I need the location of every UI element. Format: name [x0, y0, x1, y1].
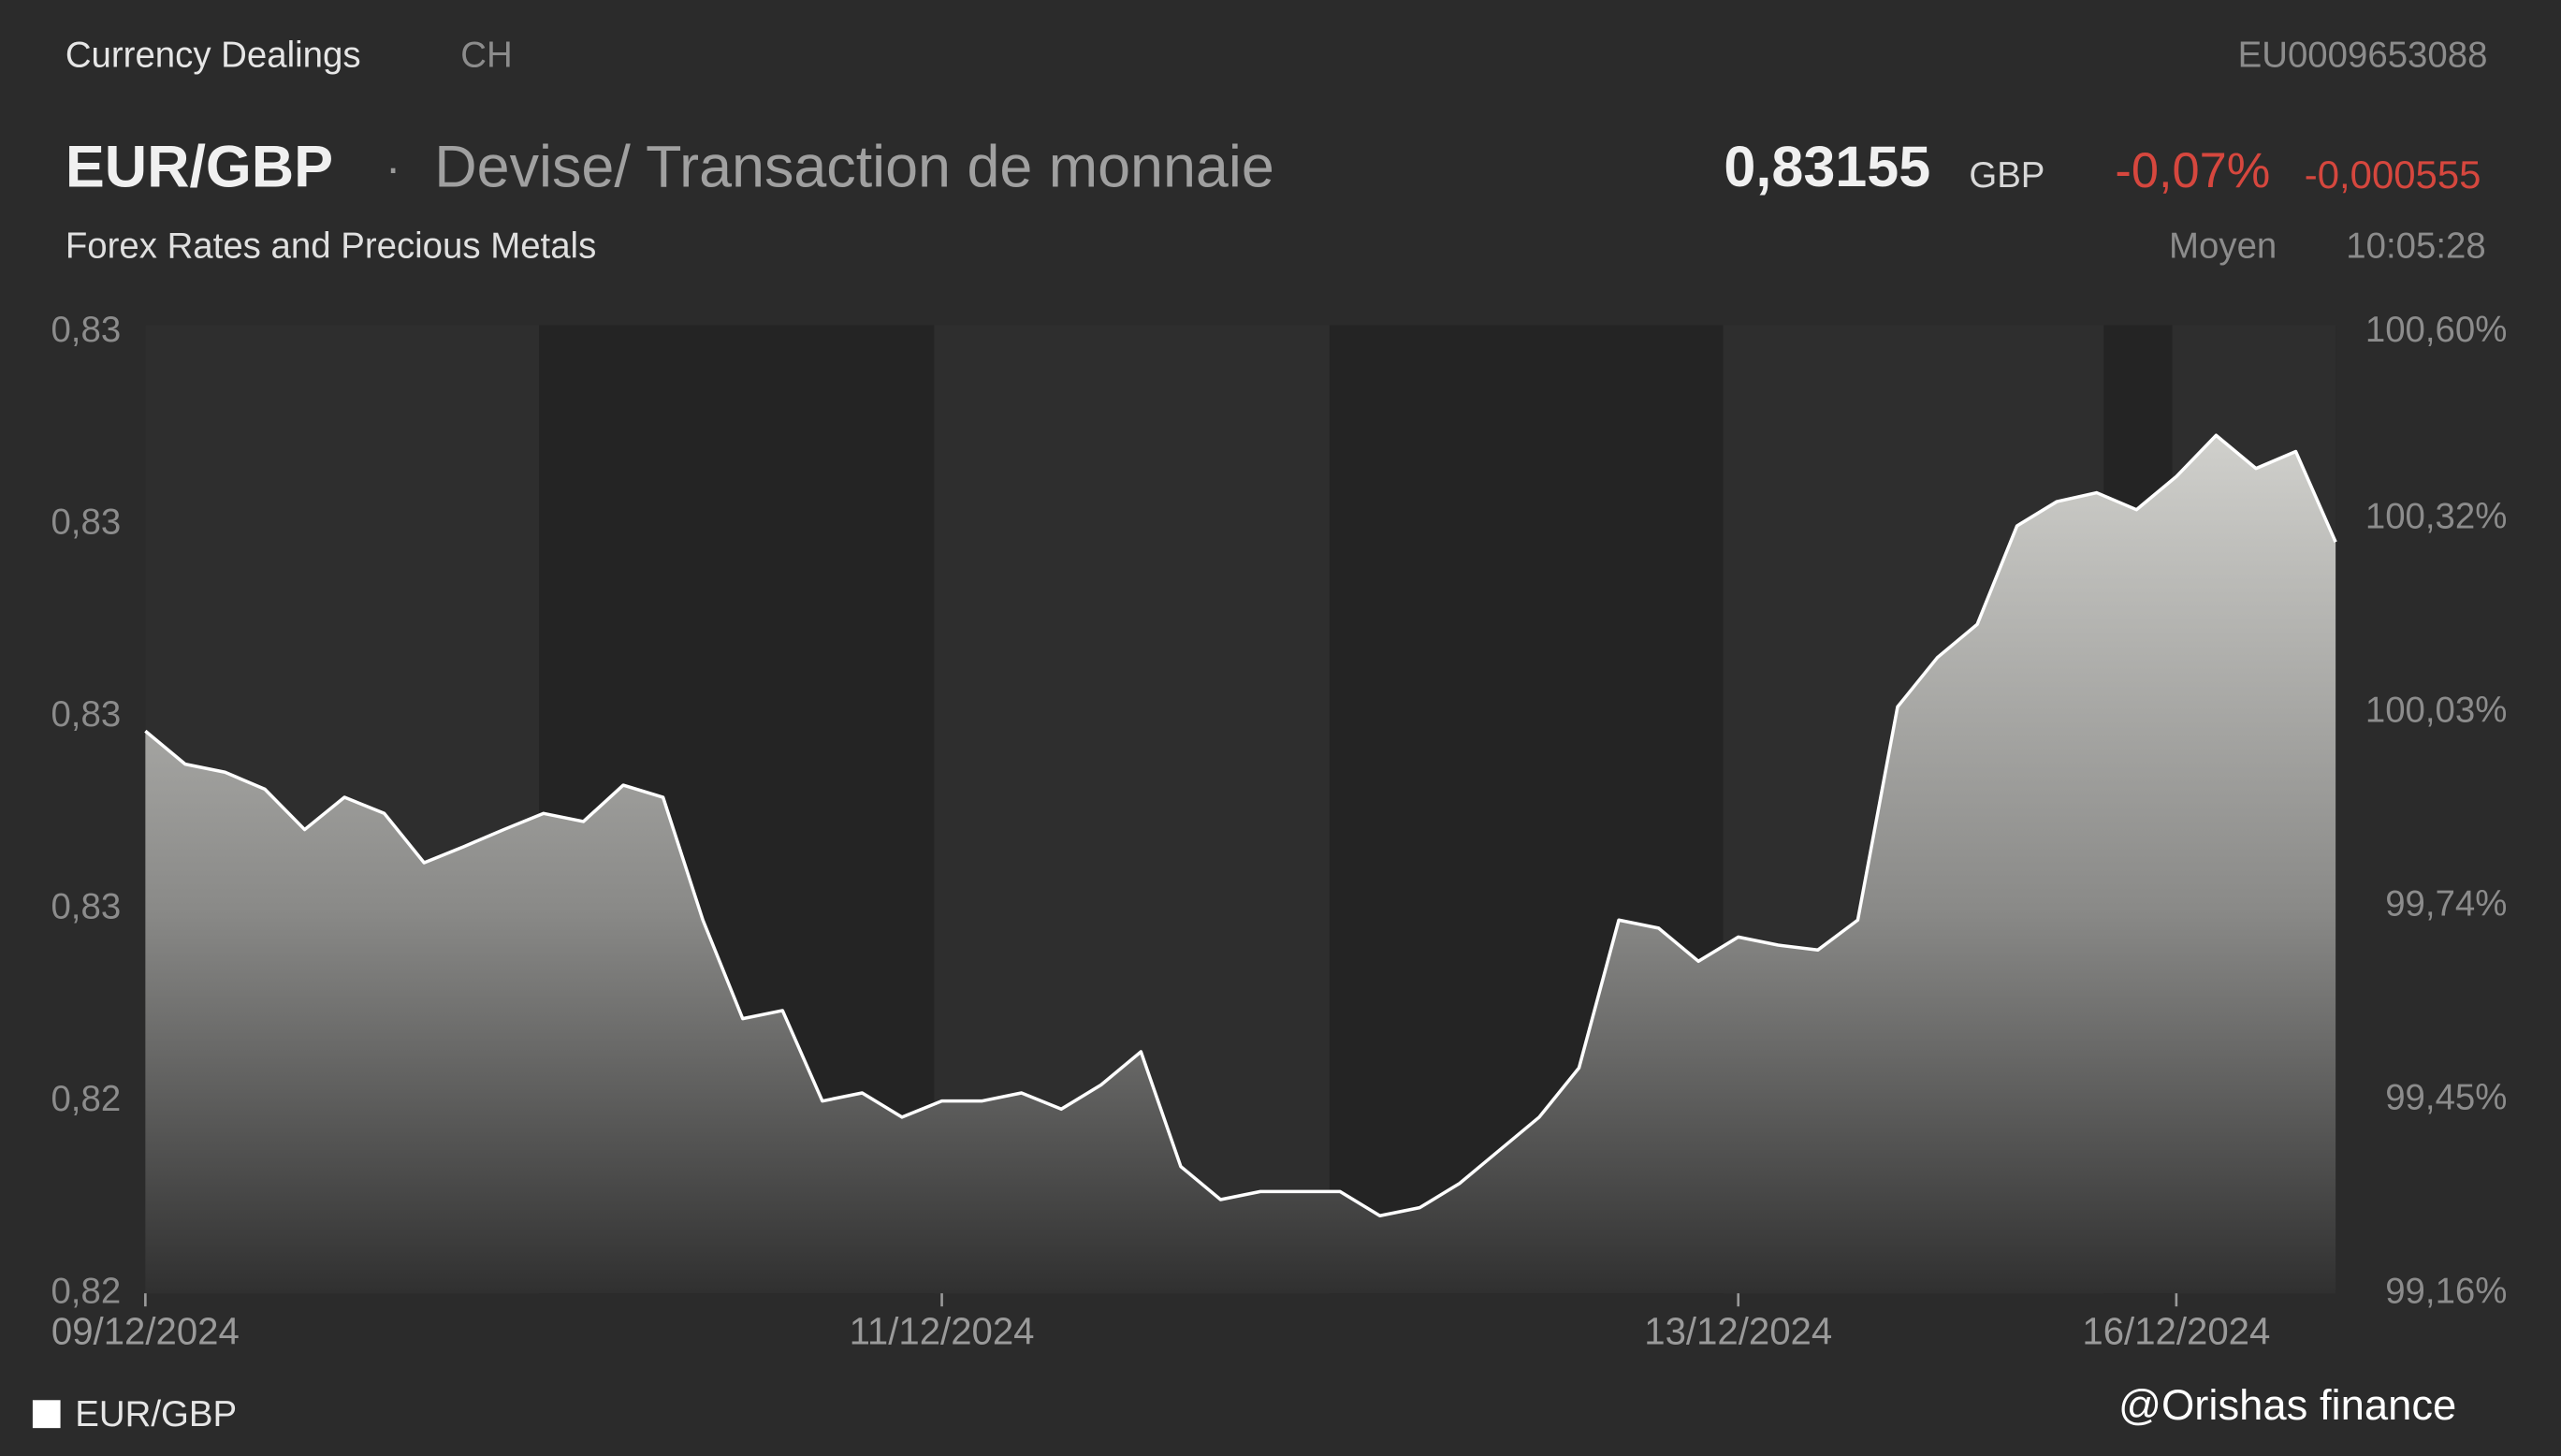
- area-fill: [145, 435, 2336, 1294]
- y2-tick-label: 99,74%: [2385, 883, 2507, 924]
- market: CH: [460, 36, 512, 76]
- y2-tick-label: 99,16%: [2385, 1271, 2507, 1311]
- change-pct: -0,07%: [2115, 143, 2270, 198]
- watermark: @Orishas finance: [2118, 1381, 2456, 1429]
- x-tick-label: 11/12/2024: [850, 1311, 1035, 1353]
- price-line: [144, 433, 2337, 1218]
- price: 0,83155: [1724, 135, 1930, 198]
- y2-tick-label: 100,32%: [2365, 497, 2508, 537]
- y-tick-label: 0,83: [51, 694, 121, 735]
- section-title: Currency Dealings: [65, 36, 361, 76]
- y-tick-label: 0,83: [51, 310, 121, 350]
- y-tick-label: 0,82: [51, 1271, 121, 1311]
- description: Devise/ Transaction de monnaie: [434, 134, 1273, 199]
- separator: ·: [386, 143, 400, 194]
- isin: EU0009653088: [2238, 36, 2488, 76]
- y2-tick-label: 100,60%: [2365, 310, 2508, 350]
- y2-tick-label: 100,03%: [2365, 691, 2508, 731]
- time: 10:05:28: [2346, 226, 2485, 266]
- y2-tick-label: 99,45%: [2385, 1077, 2507, 1117]
- legend-label: EUR/GBP: [75, 1394, 237, 1434]
- currency: GBP: [1969, 155, 2044, 196]
- subtitle: Forex Rates and Precious Metals: [65, 226, 596, 266]
- change-abs: -0,000555: [2305, 153, 2481, 197]
- price-type: Moyen: [2169, 226, 2277, 266]
- x-tick-label: 16/12/2024: [2082, 1311, 2270, 1353]
- x-tick-label: 13/12/2024: [1644, 1311, 1832, 1353]
- x-tick-label: 09/12/2024: [51, 1311, 240, 1353]
- y-tick-label: 0,83: [51, 886, 121, 926]
- y-tick-label: 0,83: [51, 502, 121, 542]
- legend-swatch: [32, 1400, 61, 1429]
- y-tick-label: 0,82: [51, 1079, 121, 1119]
- pair: EUR/GBP: [65, 134, 333, 199]
